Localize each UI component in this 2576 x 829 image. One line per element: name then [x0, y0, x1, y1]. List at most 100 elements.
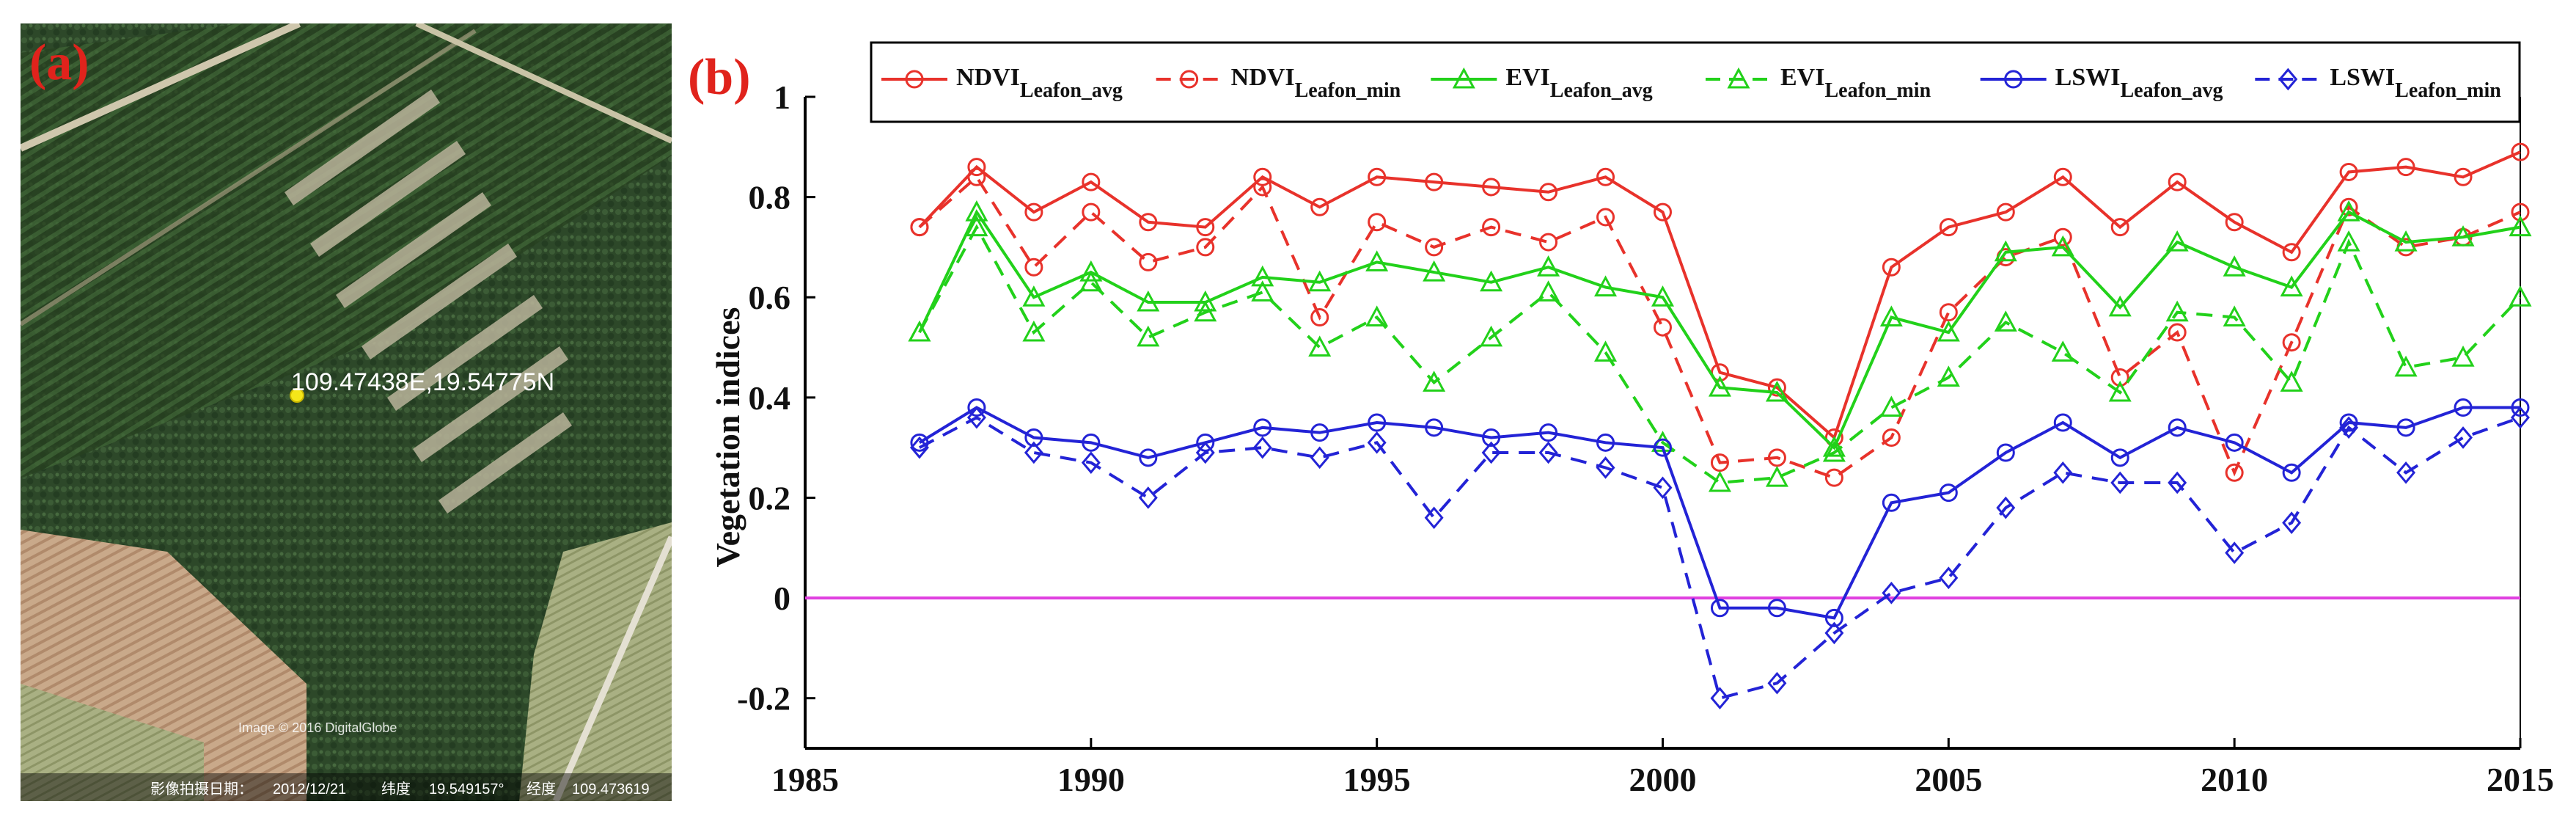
data-point-ndvi_leafon_min	[2339, 197, 2358, 216]
data-point-evi_leafon_avg	[1994, 240, 2017, 262]
data-point-ndvi_leafon_avg	[2511, 142, 2530, 161]
data-point-evi_leafon_min	[1194, 300, 1217, 322]
data-point-evi_leafon_min	[1480, 325, 1503, 347]
data-point-ndvi_leafon_avg	[2110, 218, 2129, 237]
data-point-lswi_leafon_avg	[2053, 413, 2072, 432]
data-point-evi_leafon_avg	[1651, 285, 1675, 307]
data-point-evi_leafon_min	[2451, 346, 2475, 367]
data-point-ndvi_leafon_avg	[1368, 167, 1387, 186]
x-tick-label: 2015	[2487, 761, 2554, 798]
data-point-ndvi_leafon_avg	[1882, 258, 1901, 277]
data-point-ndvi_leafon_avg	[1082, 172, 1101, 191]
series-line-evi_leafon_avg	[918, 209, 2521, 450]
data-point-ndvi_leafon_avg	[1482, 178, 1501, 197]
data-point-ndvi_leafon_min	[1425, 238, 1444, 257]
data-point-ndvi_leafon_avg	[2396, 158, 2415, 177]
data-point-evi_leafon_avg	[1194, 290, 1217, 312]
data-point-ndvi_leafon_min	[1139, 252, 1158, 271]
data-point-lswi_leafon_min	[2110, 471, 2130, 494]
data-point-ndvi_leafon_min	[1482, 218, 1501, 237]
legend-label-evi_leafon_min: EVILeafon_min	[1780, 64, 1931, 102]
y-tick-label: 0.2	[749, 479, 791, 516]
data-point-lswi_leafon_min	[1481, 441, 1501, 464]
data-point-ndvi_leafon_avg	[2339, 162, 2358, 181]
data-point-evi_leafon_min	[965, 215, 988, 237]
legend-marker-ndvi_leafon_min	[1180, 70, 1199, 89]
x-tick-label: 1995	[1343, 761, 1411, 798]
data-point-evi_leafon_min	[1708, 470, 1731, 492]
data-point-ndvi_leafon_avg	[1310, 197, 1329, 216]
data-point-lswi_leafon_avg	[1082, 433, 1101, 452]
legend-marker-lswi_leafon_min	[2278, 67, 2298, 91]
panel-b-label: (b)	[688, 49, 751, 106]
data-point-ndvi_leafon_avg	[1024, 202, 1043, 222]
data-point-evi_leafon_min	[2223, 305, 2246, 327]
legend-label-lswi_leafon_min: LSWILeafon_min	[2330, 64, 2501, 102]
data-point-evi_leafon_min	[1079, 270, 1103, 292]
series-line-lswi_leafon_min	[919, 415, 2521, 701]
data-point-evi_leafon_min	[1765, 465, 1788, 487]
data-point-ndvi_leafon_min	[1767, 448, 1786, 467]
data-point-lswi_leafon_avg	[2396, 418, 2415, 437]
data-point-lswi_leafon_min	[2339, 416, 2359, 439]
data-point-evi_leafon_min	[1822, 440, 1846, 462]
x-tick-label: 2000	[1629, 761, 1697, 798]
data-point-evi_leafon_avg	[2108, 295, 2132, 317]
legend-label-ndvi_leafon_min: NDVILeafon_min	[1231, 64, 1401, 102]
data-point-lswi_leafon_avg	[1139, 448, 1158, 467]
data-point-ndvi_leafon_avg	[1767, 378, 1786, 397]
data-point-lswi_leafon_min	[1195, 441, 1215, 464]
data-point-lswi_leafon_min	[1538, 441, 1558, 464]
legend-label-lswi_leafon_avg: LSWILeafon_avg	[2055, 64, 2223, 102]
data-point-lswi_leafon_avg	[1310, 423, 1329, 442]
data-point-evi_leafon_avg	[2509, 215, 2532, 237]
legend-marker-ndvi_leafon_avg	[905, 70, 924, 89]
data-point-ndvi_leafon_min	[1024, 258, 1043, 277]
data-point-ndvi_leafon_min	[1596, 208, 1615, 227]
data-point-evi_leafon_avg	[2051, 235, 2074, 257]
data-point-evi_leafon_avg	[2280, 275, 2303, 297]
data-point-ndvi_leafon_min	[1196, 238, 1215, 257]
data-point-lswi_leafon_min	[2282, 511, 2302, 534]
data-point-ndvi_leafon_min	[1253, 178, 1272, 197]
data-point-lswi_leafon_avg	[1482, 428, 1501, 447]
data-point-evi_leafon_avg	[1537, 255, 1560, 277]
data-point-lswi_leafon_min	[1939, 566, 1959, 590]
data-point-lswi_leafon_avg	[1425, 418, 1444, 437]
data-point-lswi_leafon_min	[1653, 476, 1673, 500]
data-point-lswi_leafon_min	[909, 436, 929, 459]
data-point-evi_leafon_min	[2280, 370, 2303, 392]
data-point-ndvi_leafon_avg	[1939, 218, 1958, 237]
data-point-evi_leafon_avg	[1137, 290, 1160, 312]
x-tick-label: 2010	[2201, 761, 2268, 798]
data-point-lswi_leafon_min	[1138, 486, 1158, 509]
data-point-lswi_leafon_min	[1882, 581, 1901, 605]
data-point-ndvi_leafon_avg	[2282, 243, 2301, 262]
data-point-evi_leafon_avg	[1594, 275, 1618, 297]
data-point-ndvi_leafon_avg	[1654, 202, 1672, 222]
data-point-lswi_leafon_avg	[1996, 443, 2015, 462]
data-point-lswi_leafon_avg	[1882, 493, 1901, 512]
data-point-lswi_leafon_avg	[1710, 599, 1729, 618]
data-point-evi_leafon_min	[2051, 340, 2074, 362]
data-point-evi_leafon_avg	[1480, 270, 1503, 292]
data-point-evi_leafon_avg	[1251, 265, 1274, 287]
data-point-lswi_leafon_avg	[2454, 398, 2473, 417]
data-point-ndvi_leafon_min	[1824, 468, 1843, 487]
data-point-ndvi_leafon_min	[1710, 453, 1729, 472]
data-point-evi_leafon_avg	[1937, 320, 1960, 342]
data-point-lswi_leafon_min	[1767, 671, 1787, 695]
data-point-evi_leafon_avg	[1765, 380, 1788, 402]
data-point-evi_leafon_min	[908, 320, 931, 342]
series-line-evi_leafon_min	[918, 224, 2522, 485]
data-point-lswi_leafon_avg	[1654, 438, 1672, 457]
y-tick-label: 0.8	[749, 179, 791, 216]
data-point-ndvi_leafon_min	[2511, 202, 2530, 222]
legend-marker-evi_leafon_avg	[1452, 67, 1475, 89]
data-point-lswi_leafon_min	[1596, 456, 1615, 479]
data-point-lswi_leafon_avg	[2168, 418, 2187, 437]
series-line-lswi_leafon_avg	[918, 406, 2520, 620]
data-point-evi_leafon_avg	[1423, 260, 1446, 282]
data-point-lswi_leafon_avg	[1767, 599, 1786, 618]
